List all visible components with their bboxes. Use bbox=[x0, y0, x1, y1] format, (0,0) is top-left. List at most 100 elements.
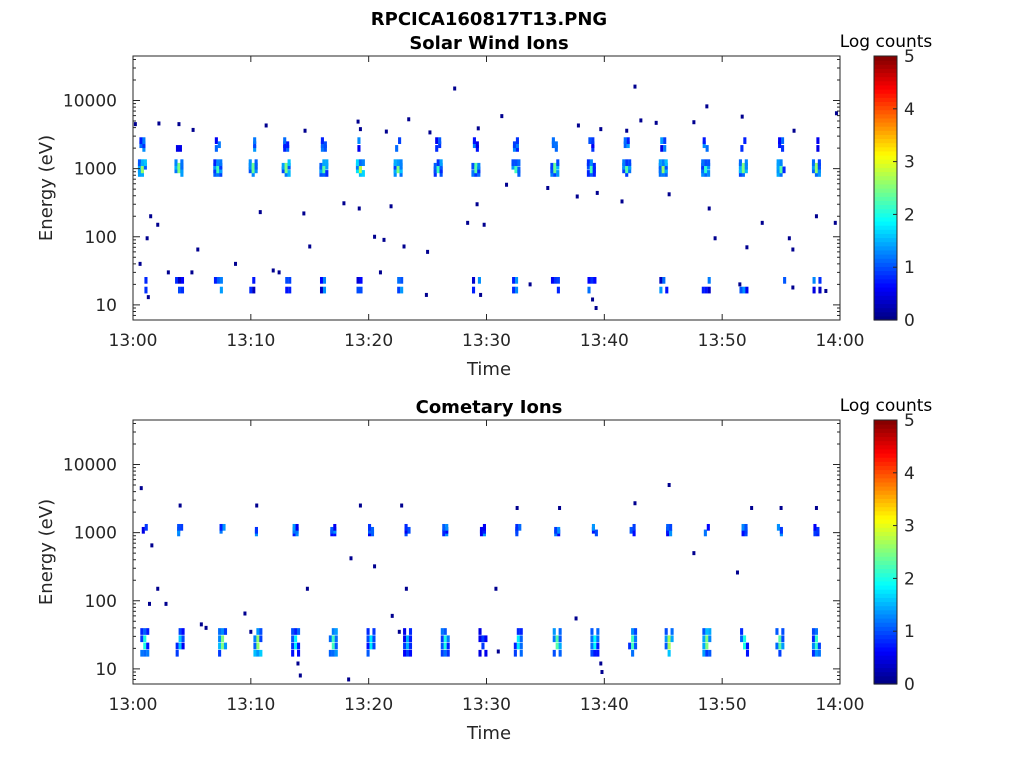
upper-band-cell bbox=[283, 137, 287, 144]
burst-cell bbox=[408, 642, 413, 650]
low-band-cell bbox=[515, 277, 519, 284]
burst-cell bbox=[708, 635, 712, 643]
burst-cell bbox=[294, 642, 298, 650]
burst-cell bbox=[471, 162, 475, 170]
scatter-point bbox=[476, 126, 480, 131]
burst-cell bbox=[634, 642, 638, 650]
burst-cell bbox=[550, 162, 554, 170]
burst-cell bbox=[589, 170, 593, 177]
burst-cell bbox=[484, 635, 488, 643]
colorbar-segment bbox=[874, 130, 897, 135]
scatter-point bbox=[692, 120, 696, 125]
colorbar-segment bbox=[874, 675, 897, 681]
burst-cell bbox=[593, 642, 597, 650]
burst-cell bbox=[779, 166, 783, 174]
y-tick-label: 100 bbox=[85, 592, 117, 612]
scatter-point bbox=[204, 625, 208, 630]
colorbar-segment bbox=[874, 655, 897, 660]
scatter-point bbox=[814, 214, 818, 219]
burst-cell bbox=[331, 635, 335, 643]
burst-cell bbox=[256, 649, 260, 657]
burst-cell bbox=[701, 166, 705, 174]
burst-cell bbox=[778, 642, 782, 650]
colorbar-segment bbox=[874, 642, 897, 648]
burst-cell bbox=[436, 162, 440, 170]
burst-cell bbox=[146, 642, 150, 650]
burst-cell bbox=[294, 635, 298, 643]
burst-cell bbox=[439, 166, 443, 174]
burst-cell bbox=[284, 170, 288, 177]
scatter-point bbox=[373, 234, 377, 239]
burst-cell bbox=[811, 642, 816, 650]
colorbar-segment bbox=[874, 229, 897, 234]
upper-band-cell bbox=[330, 526, 334, 534]
low-band-cell bbox=[512, 286, 516, 294]
burst-cell bbox=[403, 642, 407, 650]
low-band-cell bbox=[400, 286, 404, 294]
scatter-point bbox=[705, 104, 709, 109]
burst-cell bbox=[369, 642, 373, 650]
upper-band-cell bbox=[743, 137, 747, 144]
scatter-point bbox=[258, 210, 262, 215]
x-tick-label: 13:20 bbox=[344, 331, 393, 351]
solar-wind-plot-frame bbox=[132, 55, 841, 321]
burst-cell bbox=[366, 635, 370, 643]
burst-cell bbox=[355, 162, 360, 170]
burst-cell bbox=[287, 162, 291, 170]
burst-cell bbox=[253, 642, 257, 650]
colorbar-segment bbox=[874, 60, 897, 65]
upper-band-cell bbox=[702, 141, 706, 149]
burst-cell bbox=[743, 642, 747, 650]
burst-cell bbox=[707, 162, 711, 170]
burst-cell bbox=[174, 159, 178, 167]
colorbar-segment bbox=[874, 498, 897, 504]
low-band-cell bbox=[512, 277, 516, 284]
upper-band-cell bbox=[557, 526, 561, 534]
scatter-point bbox=[296, 661, 300, 666]
low-band-cell bbox=[742, 286, 746, 294]
burst-cell bbox=[446, 635, 450, 643]
scatter-point bbox=[791, 285, 795, 290]
burst-cell bbox=[474, 162, 478, 170]
burst-cell bbox=[631, 649, 635, 657]
burst-cell bbox=[514, 166, 518, 174]
scatter-point bbox=[713, 236, 717, 241]
scatter-point bbox=[347, 677, 351, 682]
y-tick-label: 10 bbox=[95, 296, 117, 316]
burst-cell bbox=[361, 159, 365, 167]
burst-cell bbox=[814, 170, 818, 177]
burst-cell bbox=[586, 170, 590, 177]
burst-cell bbox=[741, 162, 745, 170]
colorbar-segment bbox=[874, 237, 897, 243]
burst-cell bbox=[436, 166, 440, 174]
burst-cell bbox=[593, 635, 597, 643]
burst-cell bbox=[511, 159, 515, 167]
upper-band-cell bbox=[816, 526, 820, 534]
low-band-cell bbox=[587, 286, 591, 294]
scatter-point bbox=[824, 288, 828, 293]
burst-cell bbox=[705, 628, 709, 635]
burst-cell bbox=[478, 649, 482, 657]
low-band-cell bbox=[659, 286, 663, 294]
colorbar-segment bbox=[874, 556, 897, 561]
low-band-cell bbox=[701, 286, 705, 294]
burst-cell bbox=[358, 166, 362, 174]
upper-band-cell bbox=[778, 141, 782, 149]
burst-cell bbox=[328, 649, 332, 657]
burst-cell bbox=[592, 170, 596, 177]
scatter-point bbox=[342, 201, 346, 206]
colorbar-segment bbox=[874, 175, 897, 181]
upper-band-cell bbox=[512, 141, 517, 149]
burst-cell bbox=[358, 159, 362, 167]
scatter-point bbox=[384, 129, 388, 134]
low-band-cell bbox=[322, 286, 327, 294]
colorbar-segment bbox=[874, 109, 897, 115]
burst-cell bbox=[552, 628, 556, 635]
solar-wind-axes: 13:00 13:10 13:20 13:30 13:40 13:50 14:00 10 100… bbox=[63, 56, 865, 351]
upper-band-cell bbox=[813, 529, 817, 537]
burst-cell bbox=[297, 649, 301, 657]
upper-band-cell bbox=[663, 137, 667, 144]
upper-band-cell bbox=[442, 529, 446, 537]
low-band-cell bbox=[356, 286, 360, 294]
burst-cell bbox=[366, 649, 370, 657]
